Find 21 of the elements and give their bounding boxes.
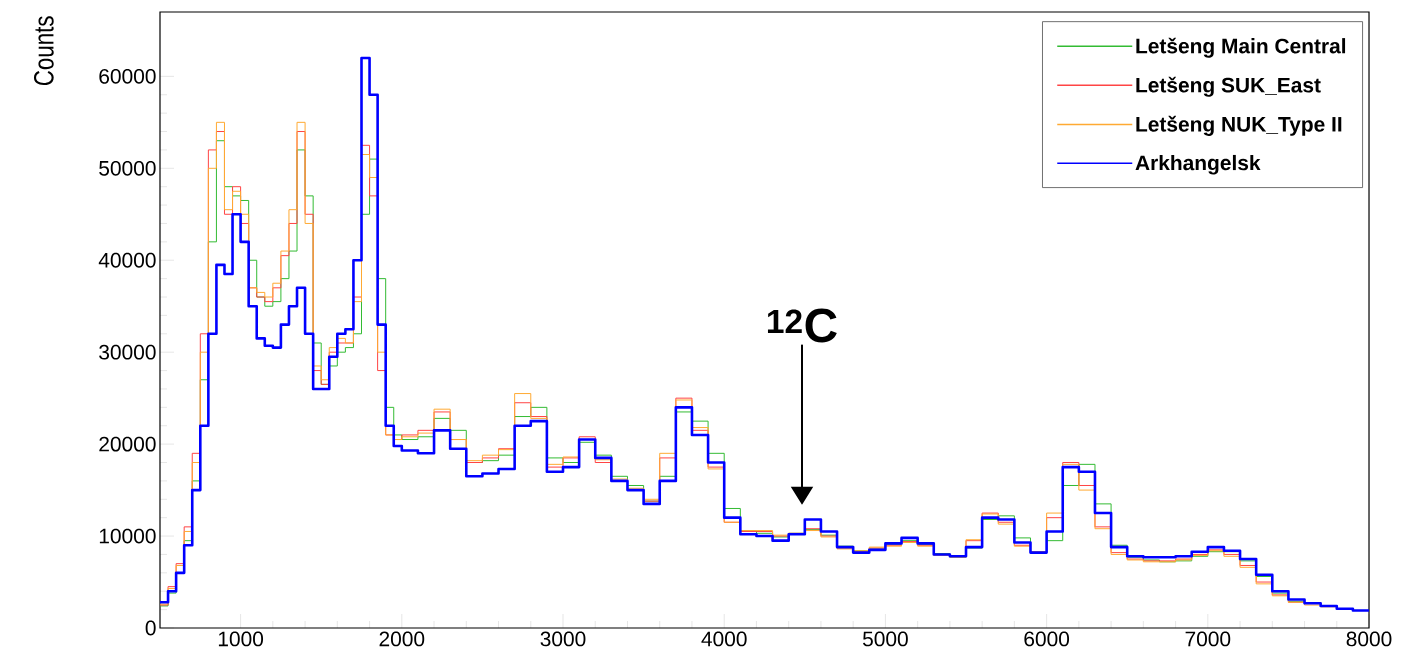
- y-tick-label: 40000: [98, 252, 156, 268]
- y-tick-label: 10000: [99, 528, 156, 544]
- x-tick-label: 2000: [379, 631, 425, 647]
- x-tick-label: 6000: [1024, 631, 1070, 647]
- legend-label: Letšeng NUK_Type II: [1136, 115, 1342, 136]
- x-tick-label: 4000: [701, 631, 747, 647]
- legend-label: Letšeng SUK_East: [1136, 76, 1321, 97]
- x-tick-label: 7000: [1185, 631, 1231, 647]
- y-tick-label: 50000: [99, 160, 156, 176]
- y-tick-label: 20000: [99, 436, 156, 452]
- annotation: $^{12}$C: [767, 308, 837, 343]
- y-tick-label: 60000: [99, 68, 156, 84]
- y-tick-label: 30000: [99, 344, 156, 360]
- x-tick-label: 8000: [1346, 631, 1392, 647]
- y-tick-label: 0: [145, 620, 156, 636]
- x-tick-label: 5000: [862, 631, 908, 647]
- x-tick-label: 1000: [218, 631, 264, 647]
- legend-label: Arkhangelsk: [1135, 154, 1261, 175]
- legend-label: Letšeng Main Central: [1136, 37, 1346, 58]
- x-tick-label: 3000: [540, 631, 586, 647]
- y-axis-title: Counts: [33, 16, 54, 86]
